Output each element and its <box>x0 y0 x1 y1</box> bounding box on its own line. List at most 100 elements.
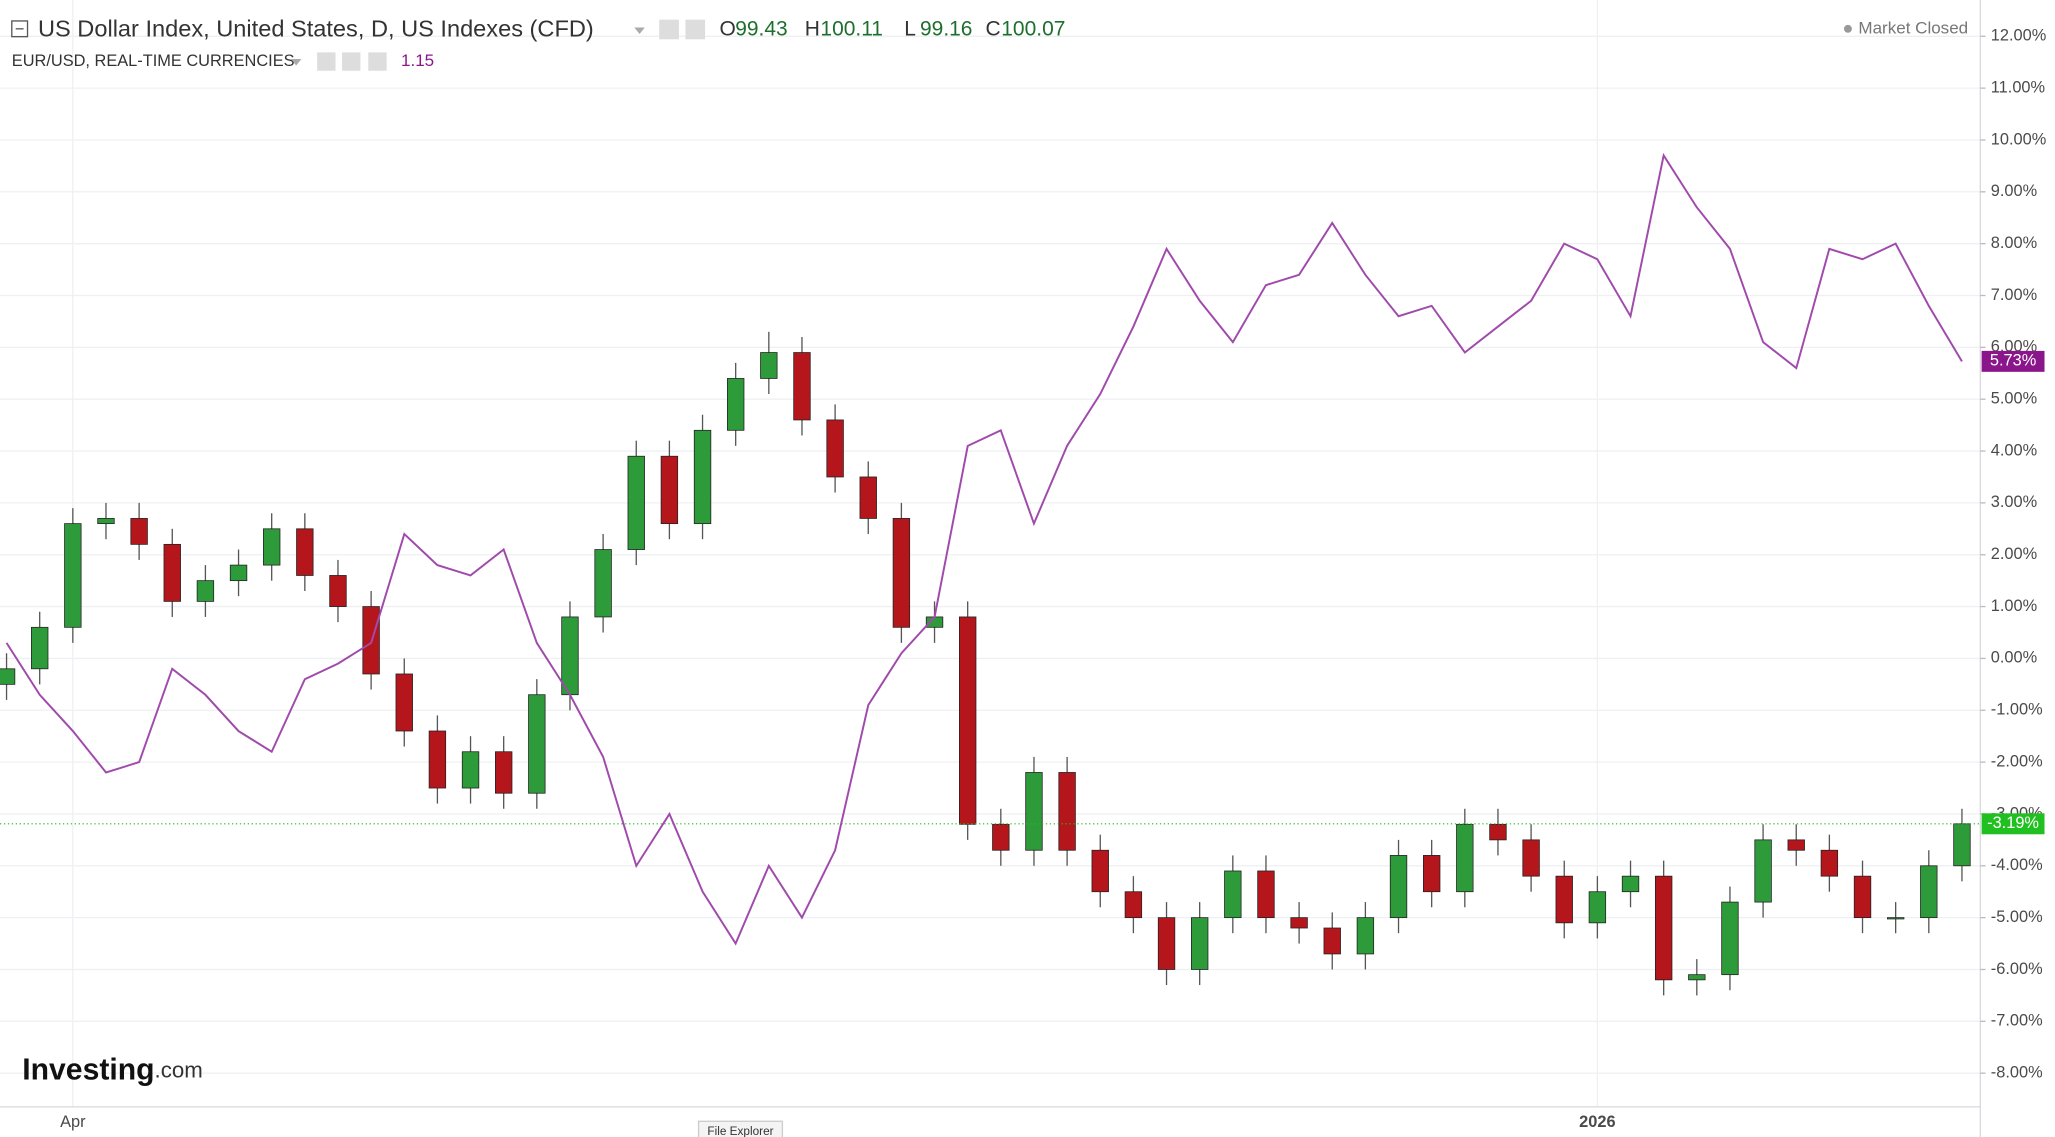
y-tick-label: -7.00% <box>1991 1012 2043 1030</box>
compare-series-name: EUR/USD, REAL-TIME CURRENCIES <box>12 52 295 70</box>
candle-body <box>1124 891 1143 919</box>
y-tick-label: 8.00% <box>1991 234 2037 252</box>
ohlc-label: L <box>904 18 916 41</box>
candle-body <box>1820 849 1839 877</box>
candle-body <box>263 528 281 566</box>
candle-body <box>1025 772 1043 851</box>
candle-body <box>428 730 447 789</box>
candle-body <box>163 543 181 602</box>
candle-body <box>296 528 314 576</box>
dropdown-arrow[interactable] <box>290 58 302 66</box>
candle-body <box>1257 870 1275 919</box>
candle-body <box>495 751 513 794</box>
candle-body <box>130 518 148 545</box>
candle-body <box>1456 823 1474 893</box>
candle-body <box>31 626 49 670</box>
candle-body <box>1787 839 1805 851</box>
tooltip-box <box>697 1120 784 1137</box>
y-tick-label: -5.00% <box>1991 908 2043 926</box>
candle-body <box>1953 823 1971 867</box>
last-value-label: -3.19% <box>1987 814 2039 832</box>
candle-body <box>561 616 579 696</box>
eye-icon[interactable] <box>659 19 679 40</box>
y-tick-label: 1.00% <box>1991 597 2037 615</box>
candle-body <box>97 518 115 525</box>
logo-main: Investing <box>22 1053 154 1086</box>
y-tick-label: 9.00% <box>1991 182 2037 200</box>
settings-icon[interactable] <box>685 19 706 40</box>
candle-body <box>793 352 811 421</box>
candle-body <box>959 616 977 825</box>
series-title: US Dollar Index, United States, D, US In… <box>38 15 594 41</box>
candle-body <box>196 580 215 602</box>
ohlc-label: H <box>805 18 820 41</box>
candle-body <box>892 518 911 628</box>
candle-body <box>1721 901 1739 976</box>
candle-body <box>1886 917 1905 920</box>
last-value-badge <box>1981 350 2045 372</box>
eye-icon[interactable] <box>317 52 336 71</box>
compare-price: 1.15 <box>401 51 434 70</box>
remove-icon[interactable] <box>368 52 387 71</box>
candle-body <box>1058 772 1076 851</box>
candle-body <box>1422 855 1441 893</box>
candle-body <box>229 564 248 582</box>
candle-body <box>1356 917 1375 955</box>
tooltip: File Explorer <box>707 1125 773 1137</box>
x-tick-label: Apr <box>60 1113 86 1131</box>
candle-body <box>859 476 877 519</box>
ohlc-value: 99.43 <box>735 18 787 41</box>
y-tick-label: -1.00% <box>1991 701 2043 719</box>
candle-body <box>1224 870 1242 919</box>
candle-body <box>992 823 1010 851</box>
ohlc-value: 100.07 <box>1001 18 1065 41</box>
candle-body <box>1621 875 1640 893</box>
y-tick-label: -6.00% <box>1991 960 2043 978</box>
market-status: Market Closed <box>1858 18 1968 37</box>
candle-body <box>1853 875 1872 919</box>
candle-body <box>1920 865 1938 919</box>
candle-body <box>528 694 546 794</box>
x-tick-label: 2026 <box>1579 1113 1615 1131</box>
y-tick-label: -2.00% <box>1991 752 2043 770</box>
candle-body <box>1688 974 1706 981</box>
y-tick-label: 4.00% <box>1991 441 2037 459</box>
candle-body <box>1323 927 1341 955</box>
candle-body <box>1091 849 1109 893</box>
y-tick-label: 2.00% <box>1991 545 2037 563</box>
axis-layer: 12.00%11.00%10.00%9.00%8.00%7.00%6.00%5.… <box>60 27 2046 1131</box>
y-tick-label: 11.00% <box>1991 78 2045 96</box>
y-tick-label: -4.00% <box>1991 856 2043 874</box>
candle-body <box>826 419 844 478</box>
y-tick-label: 12.00% <box>1991 27 2047 45</box>
candle-body <box>1654 875 1673 981</box>
candle-body <box>693 429 712 525</box>
ohlc-label: O <box>720 18 736 41</box>
line-series <box>5 152 1963 946</box>
plot-layer <box>0 152 1981 996</box>
status-dot <box>1843 24 1852 33</box>
settings-icon[interactable] <box>342 52 361 71</box>
ohlc-value: 99.16 <box>920 18 972 41</box>
y-tick-label: 10.00% <box>1991 130 2047 148</box>
ohlc-value: 100.11 <box>820 18 883 41</box>
y-tick-label: 0.00% <box>1991 649 2037 667</box>
dropdown-arrow[interactable] <box>634 27 645 35</box>
candle-body <box>1588 891 1607 924</box>
candle-body <box>594 549 612 618</box>
collapse-icon[interactable] <box>11 20 29 38</box>
y-tick-label: 5.00% <box>1991 390 2037 408</box>
candle-body <box>660 455 679 525</box>
logo: Investing.com <box>22 1053 203 1086</box>
candle-body <box>1555 875 1573 924</box>
candle-body <box>64 523 82 628</box>
candle-body <box>461 751 480 789</box>
candle-body <box>1290 917 1308 929</box>
candle-body <box>1157 917 1176 970</box>
candle-body <box>1754 839 1772 903</box>
candle-body <box>329 575 347 607</box>
candle-body <box>727 378 745 431</box>
candle-body <box>1489 823 1507 841</box>
